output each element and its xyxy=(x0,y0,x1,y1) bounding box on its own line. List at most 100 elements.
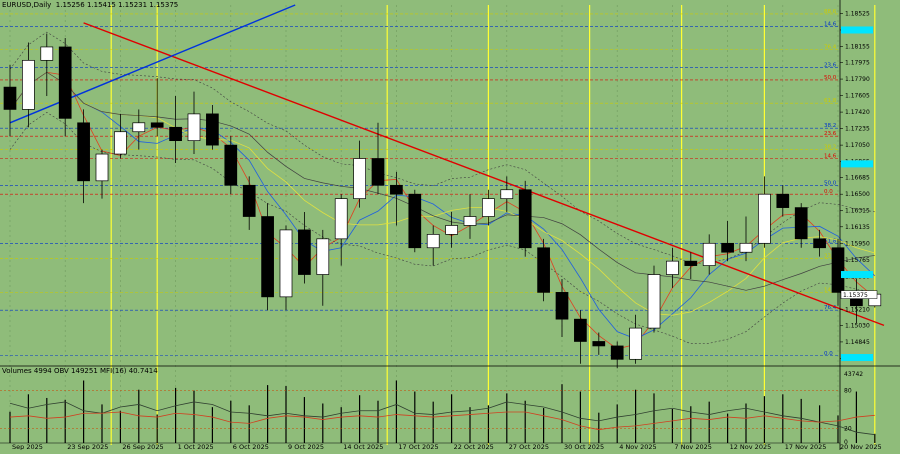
current-price-box xyxy=(840,290,878,299)
header-ohlc: EURUSD,Daily 1.15256 1.15415 1.15231 1.1… xyxy=(2,1,178,9)
price-tick-label: 1.16135 xyxy=(845,224,870,231)
indicator-values: Volumes 4994 OBV 149251 MFI(16) 40.7414 xyxy=(2,367,158,375)
date-tick-label: 20 Nov 2025 xyxy=(840,443,882,450)
date-tick-label: 1 Oct 2025 xyxy=(178,443,214,450)
price-tick-label: 1.17975 xyxy=(845,60,870,67)
price-tick-label: 1.17050 xyxy=(845,142,870,149)
fibo-level-label: 23.6 xyxy=(824,253,837,259)
current-price-label: 1.15375 xyxy=(843,292,868,299)
bear-candle-body xyxy=(831,247,845,293)
date-tick-label: 17 Oct 2025 xyxy=(398,443,438,450)
fibo-level-label: 76.4 xyxy=(824,305,837,311)
date-tick-label: 14 Oct 2025 xyxy=(343,443,383,450)
price-tick-label: 1.15030 xyxy=(845,322,870,329)
volume-subwindow: 43742 80 20 0 xyxy=(0,365,900,446)
date-tick-label: 23 Sep 2025 xyxy=(67,443,108,450)
vertical-lines xyxy=(9,5,876,445)
uptrend-trendline xyxy=(9,4,296,124)
bull-candle-body xyxy=(482,198,495,217)
price-tick-label: 1.17420 xyxy=(845,109,870,116)
fibo-level-label: 61.8 xyxy=(824,238,837,244)
price-tick-label: 1.17790 xyxy=(845,76,870,83)
date-tick-label: 4 Nov 2025 xyxy=(619,443,657,450)
date-tick-label: 30 Oct 2025 xyxy=(564,443,604,450)
fibo-level-label: 38.2 xyxy=(824,145,836,151)
upper-envelope-line xyxy=(9,31,875,264)
date-tick-label: 26 Sep 2025 xyxy=(122,443,163,450)
bear-candle-body xyxy=(390,184,403,195)
bull-candle-body xyxy=(758,193,771,244)
price-tick-label: 1.16315 xyxy=(845,208,870,215)
bear-candle-body xyxy=(610,345,624,360)
bear-candle-body xyxy=(169,126,182,142)
price-marker xyxy=(841,160,873,168)
price-tick-label: 1.15765 xyxy=(845,257,870,264)
price-tick-label: 1.15950 xyxy=(845,240,870,247)
price-marker xyxy=(841,26,873,34)
fibo-level-label: 14.6 xyxy=(824,287,837,293)
bear-candle-body xyxy=(77,122,90,182)
bear-candle-body xyxy=(555,292,569,320)
fibo-level-label: 0.0 xyxy=(824,189,833,195)
bull-candle-body xyxy=(114,131,127,155)
price-tick-label: 1.14845 xyxy=(845,339,870,346)
bull-candle-body xyxy=(426,234,440,249)
price-marker xyxy=(841,271,873,279)
indicator-tick-label: 43742 xyxy=(844,371,863,378)
date-tick-label: 17 Nov 2025 xyxy=(785,443,827,450)
indicator-header: Volumes 4994 OBV 149251 MFI(16) 40.7414 xyxy=(2,367,158,375)
bear-candle-body xyxy=(537,247,550,293)
bear-candle-body xyxy=(242,184,256,217)
bear-candle-body xyxy=(592,341,606,347)
bull-candle-body xyxy=(40,46,54,61)
ma-long-line xyxy=(9,71,875,291)
price-marker xyxy=(841,354,873,362)
fibo-level-label: 50.0 xyxy=(824,180,837,186)
bear-candle-body xyxy=(224,144,238,186)
price-tick-label: 1.15210 xyxy=(845,306,870,313)
date-tick-label: 12 Nov 2025 xyxy=(730,443,772,450)
date-tick-label: Sep 2025 xyxy=(12,443,43,450)
price-tick-label: 1.16685 xyxy=(845,175,870,182)
bear-candle-body xyxy=(408,193,422,249)
fibo-level-label: 50.0 xyxy=(824,75,837,81)
downtrend-trendline xyxy=(83,22,885,327)
price-tick-label: 1.17605 xyxy=(845,93,870,100)
bear-candle-body xyxy=(794,207,808,240)
date-tick-label: 6 Oct 2025 xyxy=(233,443,269,450)
bull-candle-body xyxy=(445,225,458,235)
indicator-tick-label: 80 xyxy=(844,388,852,395)
bull-candle-body xyxy=(666,260,679,275)
bear-candle-body xyxy=(3,86,17,110)
fibo-level-label: 61.8 xyxy=(824,98,837,104)
bear-candle-body xyxy=(298,229,311,275)
bull-candle-body xyxy=(187,113,201,142)
bull-candle-body xyxy=(739,242,753,253)
date-tick-label: 9 Oct 2025 xyxy=(288,443,324,450)
bull-candle-body xyxy=(95,153,109,182)
bull-candle-body xyxy=(279,229,293,298)
bear-candle-body xyxy=(518,189,532,249)
symbol-label: EURUSD,Daily xyxy=(2,1,52,9)
price-tick-label: 1.18155 xyxy=(845,44,870,51)
price-tick-label: 1.18525 xyxy=(845,10,870,17)
trendlines xyxy=(9,4,885,327)
mfi-line xyxy=(9,411,875,431)
price-tick-label: 1.17235 xyxy=(845,126,870,133)
date-tick-label: 22 Oct 2025 xyxy=(454,443,494,450)
bull-candle-body xyxy=(702,242,716,266)
bear-candle-body xyxy=(574,318,587,342)
price-tick-label: 1.16500 xyxy=(845,191,870,198)
bear-candle-body xyxy=(813,238,826,249)
date-axis: Sep 2025 23 Sep 2025 26 Sep 2025 1 Oct 2025… xyxy=(12,443,882,451)
bear-candle-body xyxy=(684,260,698,266)
obv-line xyxy=(9,401,875,436)
bear-candle-body xyxy=(721,242,734,253)
bear-candle-body xyxy=(261,216,274,298)
fibonacci-levels: 88.6 14.6 76.4 23.6 50.0 61.8 38.2 23.6 38.2 14.6… xyxy=(0,9,840,357)
indicator-tick-label: 20 xyxy=(844,425,852,432)
date-tick-label: 27 Oct 2025 xyxy=(509,443,549,450)
bear-candle-body xyxy=(776,193,790,208)
fibo-level-label: 14.6 xyxy=(824,21,837,27)
